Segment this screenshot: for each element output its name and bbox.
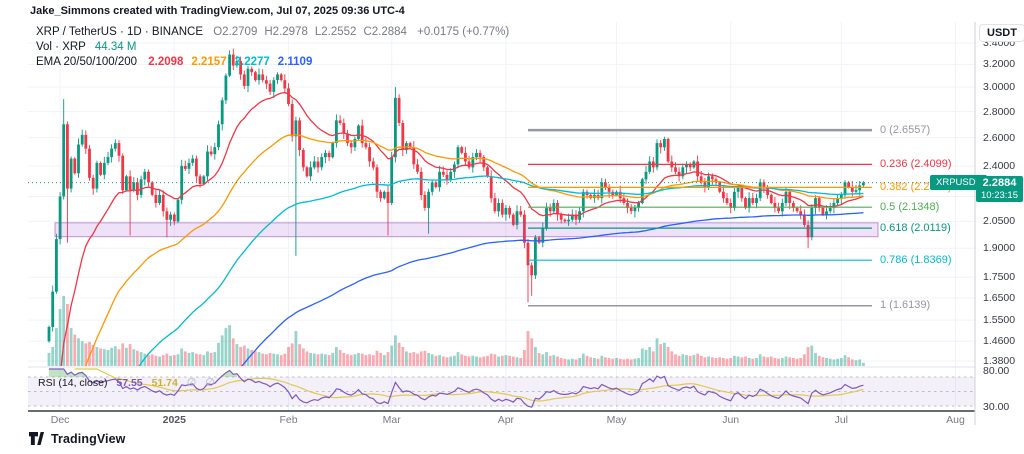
rsi-ma-line: [74, 368, 864, 402]
price-tick-label: 2.8000: [983, 105, 1016, 118]
ema-value: 2.2277: [234, 56, 270, 68]
rsi-empty-icon: ∅: [186, 377, 197, 389]
fib-level-label: 0.5 (2.1348): [880, 200, 940, 213]
ohlc-letter: C: [363, 26, 372, 38]
rsi-empty-icon: ∅: [205, 377, 215, 389]
ohlc-value: 2.2978: [272, 26, 308, 38]
fib-level-label: 0.786 (1.8369): [880, 253, 952, 266]
ema-value: 2.2098: [148, 56, 184, 68]
tradingview-logo-text: TradingView: [51, 431, 126, 446]
ohlc-values: O2.2709 H2.2978 L2.2552 C2.2884: [206, 26, 407, 38]
rsi-value: 57.55: [116, 377, 143, 389]
ohlc-letter: H: [264, 26, 273, 38]
ema-50-line: [84, 133, 864, 366]
fib-level-label: 0.618 (2.0119): [880, 221, 951, 234]
time-tick-label: Dec: [50, 414, 70, 426]
ema-legend-row[interactable]: EMA 20/50/100/200 2.2098 2.2157 2.2277 2.11…: [36, 55, 509, 69]
symbol-title[interactable]: XRP / TetherUS · 1D · BINANCE: [36, 26, 204, 38]
ohlc-value: 2.2884: [371, 26, 407, 38]
price-tick-label: 1.7500: [983, 271, 1016, 284]
time-tick-label: Aug: [946, 414, 965, 426]
rsi-line: [49, 368, 864, 408]
ohlc-letter: L: [314, 26, 322, 38]
volume-label: Vol · XRP: [36, 41, 86, 53]
support-zone-band[interactable]: [54, 222, 879, 238]
time-tick-label: Apr: [497, 414, 515, 426]
ema-value: 2.1109: [277, 56, 313, 68]
price-tick-label: 1.6500: [983, 292, 1016, 304]
rsi-legend-row[interactable]: RSI (14, close) 57.55 51.74 ∅ ∅: [38, 376, 215, 389]
rsi-label: RSI (14, close): [38, 377, 108, 389]
price-tick-label: 3.0000: [983, 81, 1016, 94]
price-tick-label: 2.6000: [983, 131, 1016, 144]
ema-values: 2.2098 2.2157 2.2277 2.1109: [140, 56, 312, 68]
symbol-legend-row[interactable]: XRP / TetherUS · 1D · BINANCE O2.2709 H2.…: [36, 25, 509, 39]
last-price-value: 2.2884: [982, 176, 1017, 189]
price-tick-label: 1.9000: [983, 242, 1016, 255]
price-axis-currency-badge[interactable]: USDT: [979, 24, 1024, 42]
tradingview-logo-icon: [29, 432, 44, 445]
bar-countdown: 10:23:15: [981, 189, 1018, 201]
price-tick-label: 2.0500: [983, 215, 1016, 228]
tradingview-logo[interactable]: TradingView: [28, 431, 126, 446]
price-tick-label: 1.5500: [983, 314, 1016, 327]
ohlc-value: 2.2552: [321, 26, 357, 38]
last-price-symbol-badge[interactable]: XRPUSDT: [930, 174, 988, 190]
volume-legend-row[interactable]: Vol · XRP 44.34 M: [36, 40, 509, 54]
last-price-badge[interactable]: 2.2884 10:23:15: [976, 175, 1023, 202]
price-tick-label: 1.4600: [983, 335, 1016, 348]
time-tick-label: Feb: [279, 414, 298, 426]
price-tick-label: 1.3800: [983, 355, 1016, 367]
grid-lines: [28, 22, 975, 411]
candles: [47, 48, 865, 343]
ema-100-line: [138, 175, 864, 366]
time-tick-label: 2025: [162, 414, 186, 426]
price-change: +0.0175 (+0.77%): [417, 26, 510, 38]
ohlc-value: 2.2709: [222, 26, 258, 38]
ohlc-letter: O: [213, 26, 223, 38]
rsi-tick-label: 80.00: [983, 364, 1010, 377]
fib-level-label: 0.236 (2.4099): [880, 157, 952, 170]
time-tick-label: Jun: [722, 414, 740, 426]
time-tick-label: Jul: [834, 414, 849, 426]
ema-20-line: [60, 91, 864, 366]
chart-legend: XRP / TetherUS · 1D · BINANCE O2.2709 H2.…: [36, 25, 509, 70]
fib-level-label: 0 (2.6557): [880, 123, 931, 136]
time-tick-label: Mar: [382, 414, 401, 426]
price-tick-label: 3.2000: [983, 58, 1016, 71]
attribution-text: Jake_Simmons created with TradingView.co…: [30, 5, 405, 17]
ema-200-line: [241, 212, 864, 366]
rsi-pane: [28, 368, 975, 408]
volume-bars: [47, 296, 865, 367]
ema-value: 2.2157: [191, 56, 227, 68]
time-tick-label: May: [606, 414, 627, 426]
volume-value: 44.34 M: [94, 41, 137, 53]
fib-level-label: 1 (1.6139): [880, 299, 931, 312]
fib-retracement-lines[interactable]: [528, 128, 872, 307]
price-tick-label: 2.4000: [983, 159, 1016, 172]
rsi-tick-label: 30.00: [983, 401, 1010, 413]
ema-label: EMA 20/50/100/200: [36, 56, 138, 68]
rsi-ma-value: 51.74: [151, 377, 178, 389]
